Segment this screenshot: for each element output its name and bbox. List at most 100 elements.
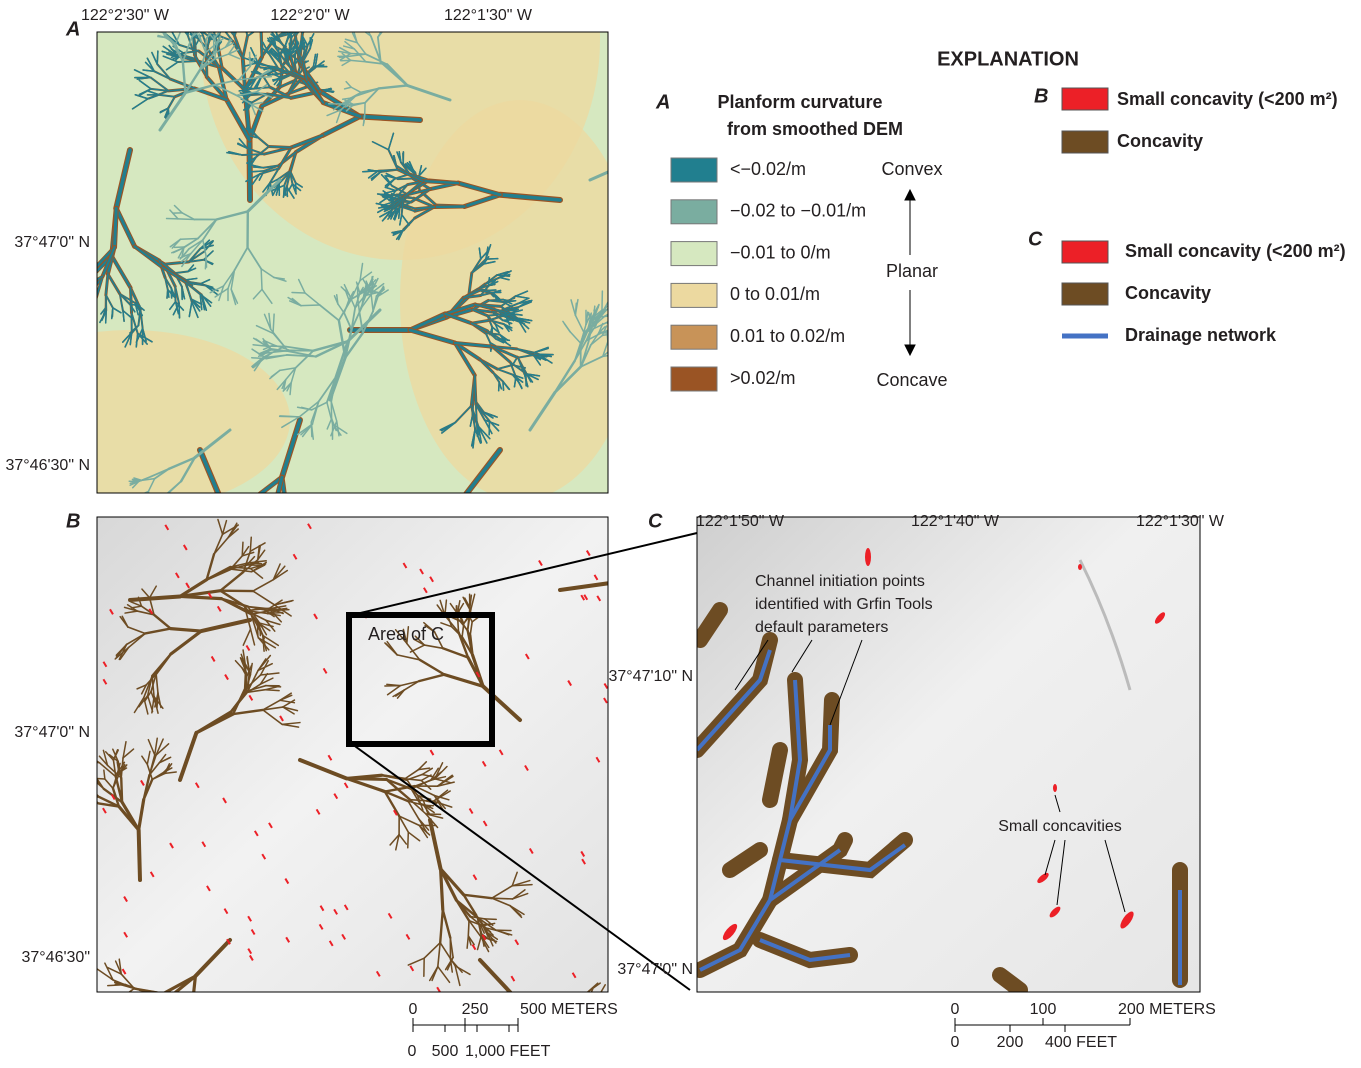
terrain bbox=[252, 171, 264, 172]
terrain bbox=[236, 12, 244, 21]
terrain bbox=[615, 335, 618, 346]
swatch bbox=[671, 158, 717, 182]
terrain bbox=[68, 279, 81, 285]
terrain bbox=[161, 1018, 162, 1033]
terrain bbox=[74, 296, 79, 306]
terrain bbox=[221, 25, 225, 32]
terrain bbox=[265, 0, 270, 9]
terrain bbox=[67, 793, 81, 797]
terrain bbox=[87, 267, 96, 283]
terrain bbox=[261, 9, 268, 28]
legend-a: <−0.02/m−0.02 to −0.01/m−0.01 to 0/m0 to… bbox=[671, 158, 866, 391]
terrain bbox=[201, 11, 206, 23]
legend-label: 0 to 0.01/m bbox=[730, 284, 820, 304]
terrain bbox=[569, 1039, 576, 1051]
terrain bbox=[408, 832, 409, 848]
terrain bbox=[75, 298, 81, 306]
terrain bbox=[618, 345, 626, 354]
terrain bbox=[663, 589, 677, 594]
swatch bbox=[671, 200, 717, 224]
terrain bbox=[134, 1022, 143, 1028]
terrain bbox=[75, 298, 81, 306]
legend-label: Concavity bbox=[1117, 131, 1203, 151]
terrain bbox=[157, 1033, 162, 1043]
terrain bbox=[685, 115, 690, 129]
terrain bbox=[258, 0, 263, 11]
terrain bbox=[79, 283, 86, 296]
lat-label: 37°47'10" N bbox=[608, 668, 693, 685]
terrain bbox=[631, 152, 658, 162]
terrain bbox=[115, 1020, 129, 1025]
terrain bbox=[684, 554, 697, 562]
terrain bbox=[59, 296, 73, 304]
terrain bbox=[663, 589, 673, 605]
terrain bbox=[672, 605, 673, 617]
terrain bbox=[261, 0, 263, 11]
terrain bbox=[140, 1002, 151, 1008]
terrain bbox=[108, 985, 122, 986]
terrain bbox=[136, 497, 147, 506]
terrain bbox=[222, 10, 231, 18]
swatch bbox=[1062, 283, 1108, 305]
terrain bbox=[85, 295, 87, 304]
terrain bbox=[80, 298, 81, 307]
terrain bbox=[64, 300, 69, 316]
terrain bbox=[202, 17, 211, 22]
terrain bbox=[240, 6, 241, 19]
terrain bbox=[644, 579, 665, 595]
terrain bbox=[118, 1004, 136, 1019]
terrain bbox=[163, 1046, 169, 1058]
terrain bbox=[64, 300, 69, 316]
terrain bbox=[178, 219, 194, 220]
terrain bbox=[75, 315, 81, 326]
terrain bbox=[260, 4, 268, 12]
terrain bbox=[76, 318, 85, 331]
terrain bbox=[49, 304, 60, 309]
terrain bbox=[146, 505, 156, 507]
terrain bbox=[80, 283, 86, 296]
terrain bbox=[60, 285, 68, 292]
terrain bbox=[610, 579, 644, 583]
terrain bbox=[223, 10, 231, 18]
lat-label: 37°46'30" bbox=[21, 949, 90, 966]
terrain bbox=[260, 3, 266, 13]
terrain bbox=[685, 122, 696, 129]
terrain bbox=[67, 296, 73, 313]
terrain bbox=[372, 277, 373, 292]
terrain bbox=[85, 295, 90, 302]
terrain bbox=[353, 4, 361, 19]
terrain bbox=[150, 1014, 160, 1029]
terrain bbox=[267, 0, 268, 9]
terrain bbox=[156, 495, 167, 505]
terrain bbox=[80, 283, 86, 296]
terrain bbox=[76, 785, 86, 792]
terrain bbox=[67, 278, 81, 279]
terrain bbox=[64, 285, 68, 296]
terrain bbox=[468, 921, 469, 936]
terrain bbox=[134, 1009, 141, 1012]
terrain bbox=[64, 316, 67, 327]
terrain bbox=[291, 27, 307, 28]
terrain bbox=[69, 280, 89, 300]
terrain bbox=[85, 768, 95, 776]
terrain bbox=[672, 542, 682, 548]
terrain bbox=[148, 505, 156, 512]
terrain bbox=[205, 20, 210, 31]
terrain bbox=[384, 4, 388, 19]
terrain bbox=[73, 280, 88, 296]
terrain bbox=[49, 304, 59, 313]
terrain bbox=[151, 499, 155, 506]
terrain bbox=[205, 256, 206, 269]
terrain bbox=[80, 783, 89, 788]
terrain bbox=[689, 152, 696, 156]
terrain bbox=[560, 1029, 580, 1036]
terrain bbox=[668, 562, 684, 569]
terrain bbox=[250, 537, 251, 551]
terrain bbox=[292, 292, 305, 293]
terrain bbox=[568, 1034, 570, 1044]
terrain bbox=[221, 25, 225, 32]
scale-label: 0 bbox=[408, 1043, 417, 1060]
lat-label: 37°47'0" N bbox=[14, 724, 90, 741]
terrain bbox=[136, 496, 147, 497]
terrain bbox=[159, 1018, 162, 1036]
